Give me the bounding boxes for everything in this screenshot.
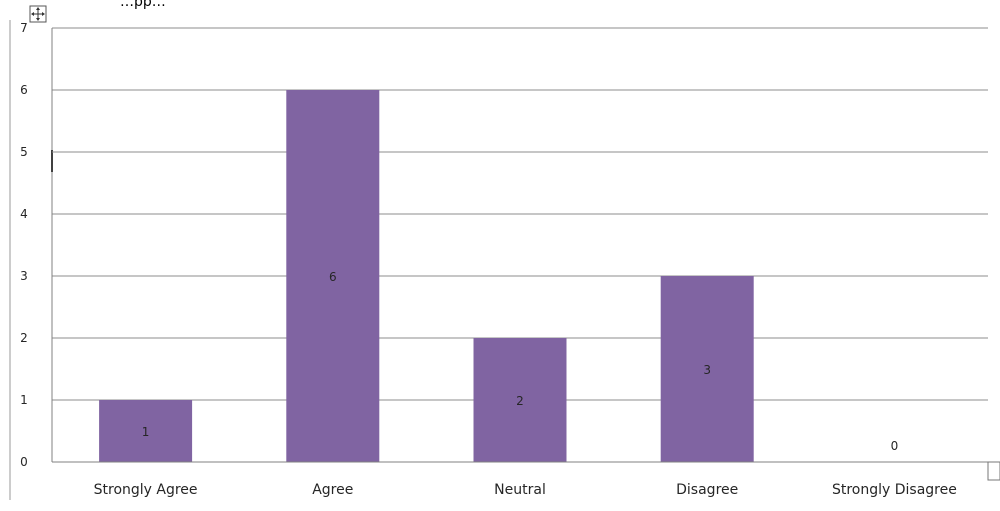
y-axis-ticks: 0 1 2 3 4 5 6 7	[20, 21, 28, 469]
y-tick-label: 1	[20, 393, 28, 407]
bar[interactable]	[660, 276, 754, 462]
x-tick-label: Disagree	[676, 482, 738, 498]
x-axis-labels: Strongly Agree Agree Neutral Disagree Strong…	[94, 482, 957, 498]
y-tick-label: 3	[20, 269, 28, 283]
data-label: 2	[516, 394, 524, 408]
bars	[99, 90, 754, 462]
y-tick-label: 4	[20, 207, 28, 221]
x-tick-label: Agree	[312, 482, 353, 498]
data-label: 1	[142, 425, 150, 439]
y-tick-label: 5	[20, 145, 28, 159]
x-tick-label: Strongly Agree	[94, 482, 198, 498]
y-tick-label: 7	[20, 21, 28, 35]
bar[interactable]	[473, 338, 567, 462]
bar[interactable]	[99, 400, 193, 462]
move-handle-icon[interactable]	[29, 5, 47, 23]
x-tick-label: Strongly Disagree	[832, 482, 957, 498]
data-labels: 1 6 2 3 0	[142, 270, 898, 453]
data-label: 6	[329, 270, 337, 284]
x-tick-label: Neutral	[494, 482, 546, 498]
resize-handle-icon[interactable]	[987, 461, 1000, 481]
y-tick-label: 0	[20, 455, 28, 469]
y-tick-label: 6	[20, 83, 28, 97]
y-tick-label: 2	[20, 331, 28, 345]
data-label: 0	[891, 439, 899, 453]
bar[interactable]	[286, 90, 380, 462]
data-label: 3	[703, 363, 711, 377]
header-text: …pp…	[120, 0, 166, 10]
